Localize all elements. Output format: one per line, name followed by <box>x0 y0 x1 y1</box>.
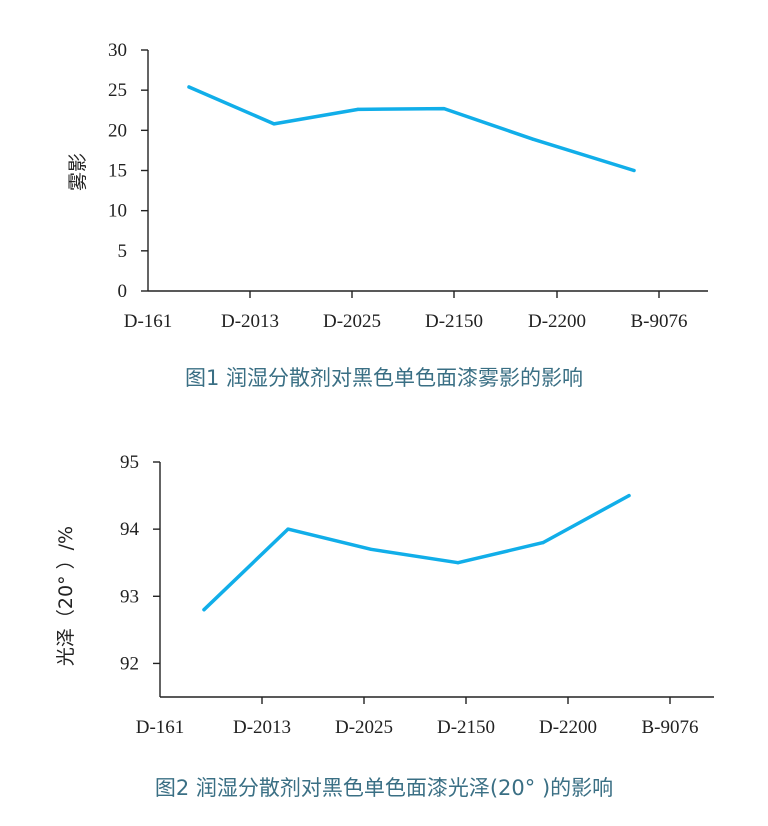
data-point <box>531 137 535 141</box>
data-point <box>286 527 290 531</box>
x-tick-label: B-9076 <box>631 311 688 332</box>
x-tick-label: B-9076 <box>642 717 699 738</box>
figure-caption: 图2 润湿分散剂对黑色单色面漆光泽(20° )的影响 <box>155 776 613 800</box>
y-axis-label: 雾影 <box>67 153 89 191</box>
data-point <box>456 561 460 565</box>
y-tick-label: 5 <box>118 241 128 262</box>
data-point <box>632 168 636 173</box>
series-line <box>187 85 636 173</box>
y-tick-label: 95 <box>120 452 139 473</box>
data-point <box>627 494 631 498</box>
x-tick-label: D-2150 <box>425 311 483 332</box>
y-tick-label: 30 <box>108 40 127 61</box>
data-point <box>541 541 545 545</box>
x-tick-label: D-161 <box>124 311 173 332</box>
x-tick-label: D-2025 <box>335 717 393 738</box>
x-tick-label: D-161 <box>136 717 185 738</box>
data-point <box>356 107 360 111</box>
series-line <box>202 493 631 612</box>
y-axis-label: 光泽（20° ）/% <box>55 526 77 666</box>
y-tick-label: 94 <box>120 519 140 540</box>
y-tick-label: 15 <box>108 161 127 182</box>
y-tick-label: 93 <box>120 586 139 607</box>
figure-caption: 图1 润湿分散剂对黑色单色面漆雾影的影响 <box>185 366 583 390</box>
data-point <box>442 107 446 111</box>
data-point <box>369 547 373 551</box>
x-tick-label: D-2200 <box>539 717 597 738</box>
data-point <box>202 608 206 612</box>
x-tick-label: D-2013 <box>233 717 291 738</box>
y-tick-label: 92 <box>120 653 139 674</box>
data-point <box>187 85 191 89</box>
y-tick-label: 25 <box>108 80 127 101</box>
x-tick-label: D-2025 <box>323 311 381 332</box>
y-tick-label: 20 <box>108 120 127 141</box>
data-point <box>272 122 276 126</box>
chart-1: 0 5 10 15 20 25 30 D-161 D-2013 D-2025 D-2150 D-220… <box>67 40 708 390</box>
chart-2: 92 93 94 95 D-161 D-2013 D-2025 D-2150 D-2200 B-9… <box>55 452 714 800</box>
x-tick-label: D-2200 <box>528 311 586 332</box>
y-tick-label: 10 <box>108 201 127 222</box>
x-tick-label: D-2150 <box>437 717 495 738</box>
x-tick-label: D-2013 <box>221 311 279 332</box>
y-tick-label: 0 <box>118 281 128 302</box>
